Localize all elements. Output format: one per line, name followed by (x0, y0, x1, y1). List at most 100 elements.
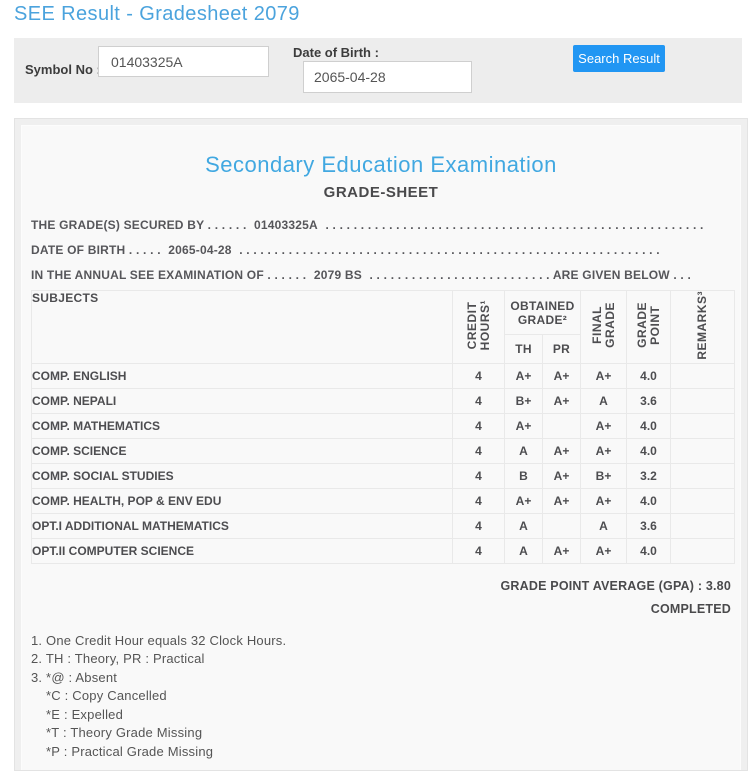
final-grade-cell: A (580, 512, 627, 539)
date-of-birth-label: Date of Birth : (293, 45, 379, 60)
statement-block: THE GRADE(S) SECURED BY . . . . . . 0140… (31, 213, 731, 288)
dotted-fill: . . . . . . (207, 218, 247, 232)
symbol-no-label: Symbol No : (25, 62, 101, 77)
subject-cell: COMP. SCIENCE (31, 437, 453, 464)
symbol-no-input[interactable] (98, 46, 269, 77)
pr-grade-cell (542, 412, 581, 439)
subject-cell: COMP. NEPALI (31, 387, 453, 414)
subject-cell: OPT.I ADDITIONAL MATHEMATICS (31, 512, 453, 539)
dob-value: 2065-04-28 (168, 243, 232, 257)
final-grade-cell: B+ (580, 462, 627, 489)
date-of-birth-input[interactable] (303, 61, 472, 93)
grade-point-header: GRADE POINT (626, 290, 671, 364)
grade-point-cell: 4.0 (626, 412, 671, 439)
dotted-fill: . . . . . . . . . . . . . . . . . . . . … (325, 218, 704, 232)
remarks-cell (670, 462, 735, 489)
final-grade-header: FINAL GRADE (580, 290, 627, 364)
obtained-grade-header: OBTAINED GRADE² (504, 289, 581, 336)
final-grade-cell: A+ (580, 412, 627, 439)
credit-cell: 4 (452, 387, 505, 414)
th-grade-cell: B (504, 462, 543, 489)
grade-point-cell: 4.0 (626, 537, 671, 564)
subject-cell: COMP. ENGLISH (31, 362, 453, 389)
th-grade-cell: A+ (504, 487, 543, 514)
status-completed: COMPLETED (650, 601, 731, 616)
final-grade-cell: A+ (580, 362, 627, 389)
footnote-theory-missing: *T : Theory Grade Missing (46, 725, 203, 741)
pr-header: PR (542, 334, 581, 364)
statement-secured-by: THE GRADE(S) SECURED BY . . . . . . 0140… (31, 213, 731, 238)
final-grade-cell: A (580, 387, 627, 414)
grade-point-header-text: GRADE POINT (634, 302, 662, 349)
credit-cell: 4 (452, 537, 505, 564)
final-grade-cell: A+ (580, 437, 627, 464)
table-row: COMP. NEPALI 4 B+ A+ A 3.6 (31, 387, 735, 414)
final-grade-cell: A+ (580, 487, 627, 514)
remarks-cell (670, 537, 735, 564)
footnote-practical-missing: *P : Practical Grade Missing (46, 743, 214, 759)
credit-cell: 4 (452, 437, 505, 464)
subject-cell: COMP. HEALTH, POP & ENV EDU (31, 487, 453, 514)
statement-suffix: ARE GIVEN BELOW . . . (552, 268, 692, 282)
symbol-no-value: 01403325A (254, 218, 318, 232)
th-grade-cell: B+ (504, 387, 543, 414)
exam-year-value: 2079 BS (313, 268, 362, 282)
grade-point-cell: 4.0 (626, 487, 671, 514)
pr-grade-cell: A+ (542, 462, 581, 489)
footnote-absent: 3. *@ : Absent (31, 669, 118, 685)
search-form-bar: Symbol No : Date of Birth : Search Resul… (14, 38, 742, 103)
statement-label: DATE OF BIRTH (31, 243, 126, 257)
th-header: TH (504, 334, 543, 364)
subject-cell: OPT.II COMPUTER SCIENCE (31, 537, 453, 564)
exam-heading: Secondary Education Examination (205, 152, 557, 177)
footnote-expelled: *E : Expelled (46, 706, 124, 722)
th-grade-cell: A+ (504, 362, 543, 389)
footnotes: 1. One Credit Hour equals 32 Clock Hours… (31, 632, 731, 762)
credit-cell: 4 (452, 412, 505, 439)
credit-hours-header: CREDIT HOURS¹ (452, 290, 505, 364)
remarks-cell (670, 512, 735, 539)
remarks-cell (670, 387, 735, 414)
footnote-copy-cancelled: *C : Copy Cancelled (46, 688, 167, 704)
dotted-fill: . . . . . (128, 243, 161, 257)
footnote-th-pr: 2. TH : Theory, PR : Practical (31, 651, 205, 667)
credit-cell: 4 (452, 462, 505, 489)
pr-grade-cell: A+ (542, 537, 581, 564)
pr-grade-cell: A+ (542, 487, 581, 514)
remarks-header: REMARKS³ (670, 290, 735, 364)
remarks-cell (670, 487, 735, 514)
dotted-fill: . . . . . . . . . . . . . . . . . . . . … (239, 243, 660, 257)
statement-exam-year: IN THE ANNUAL SEE EXAMINATION OF . . . .… (31, 263, 731, 288)
table-row: OPT.II COMPUTER SCIENCE 4 A A+ A+ 4.0 (31, 537, 735, 564)
dotted-fill: . . . . . . (267, 268, 307, 282)
statement-label: IN THE ANNUAL SEE EXAMINATION OF (31, 268, 264, 282)
statement-label: THE GRADE(S) SECURED BY (31, 218, 205, 232)
footnote-credit-hour: 1. One Credit Hour equals 32 Clock Hours… (31, 632, 287, 648)
table-subheader-row: TH PR (32, 334, 735, 364)
pr-grade-cell: A+ (542, 437, 581, 464)
grade-point-cell: 3.6 (626, 387, 671, 414)
th-grade-cell: A (504, 512, 543, 539)
table-row: OPT.I ADDITIONAL MATHEMATICS 4 A A 3.6 (31, 512, 735, 539)
credit-cell: 4 (452, 487, 505, 514)
th-grade-cell: A (504, 437, 543, 464)
table-row: COMP. HEALTH, POP & ENV EDU 4 A+ A+ A+ 4… (31, 487, 735, 514)
grade-point-cell: 4.0 (626, 362, 671, 389)
statement-date-of-birth: DATE OF BIRTH . . . . . 2065-04-28 . . .… (31, 238, 731, 263)
th-grade-cell: A (504, 537, 543, 564)
credit-cell: 4 (452, 512, 505, 539)
search-result-button[interactable]: Search Result (573, 45, 665, 72)
grade-point-cell: 3.2 (626, 462, 671, 489)
page-title: SEE Result - Gradesheet 2079 (14, 3, 300, 25)
th-grade-cell: A+ (504, 412, 543, 439)
remarks-cell (670, 437, 735, 464)
table-row: COMP. SOCIAL STUDIES 4 B A+ B+ 3.2 (31, 462, 735, 489)
credit-cell: 4 (452, 362, 505, 389)
grade-point-cell: 3.6 (626, 512, 671, 539)
final-grade-header-text: FINAL GRADE (589, 302, 617, 349)
pr-grade-cell: A+ (542, 362, 581, 389)
result-panel: Secondary Education Examination GRADE-SH… (14, 118, 748, 771)
pr-grade-cell (542, 512, 581, 539)
pr-grade-cell: A+ (542, 387, 581, 414)
remarks-cell (670, 412, 735, 439)
